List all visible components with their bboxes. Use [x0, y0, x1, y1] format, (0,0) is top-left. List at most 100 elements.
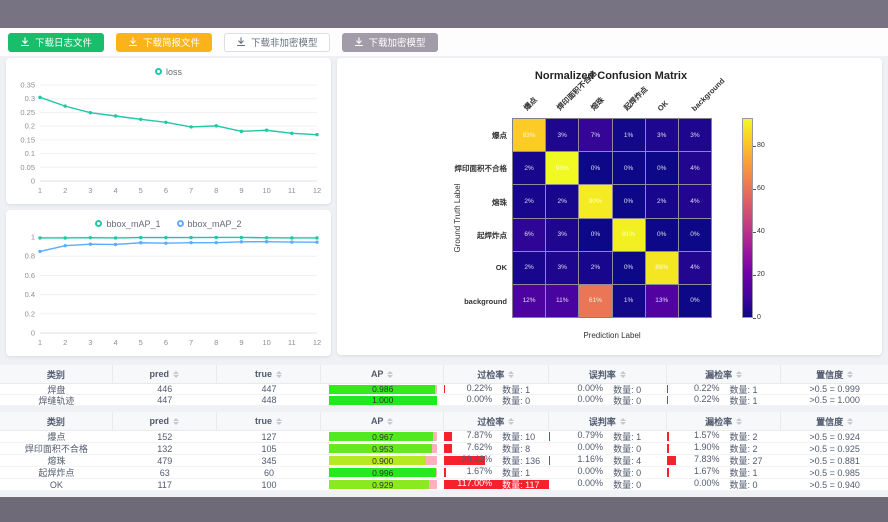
rate-text: 0.00% 数量: 0 [549, 467, 667, 478]
sort-icon[interactable] [736, 370, 743, 378]
download-plain-model-label: 下载非加密模型 [251, 38, 318, 49]
sort-icon[interactable] [172, 417, 179, 425]
ap-bar-track: 0.929 [328, 479, 437, 490]
column-header-label: AP [370, 369, 384, 379]
download-report-button[interactable]: 下载简报文件 [116, 32, 213, 52]
matrix-cell: 0% [579, 218, 612, 251]
colorbar-tick-label: 80 [757, 141, 765, 149]
column-header-误判率[interactable]: 误判率 [549, 365, 667, 383]
colorbar-tickmark [753, 318, 756, 319]
column-header-漏检率[interactable]: 漏检率 [667, 365, 782, 383]
column-header-漏检率[interactable]: 漏检率 [667, 412, 782, 430]
overdetect-rate-cell: 7.87% 数量: 10 [443, 431, 549, 442]
rate-count: 数量: 136 [502, 456, 541, 466]
column-header-label: true [255, 416, 273, 426]
download-log-button[interactable]: 下载日志文件 [8, 32, 105, 52]
overdetect-rate-cell: 117.00% 数量: 117 [443, 479, 549, 490]
sort-icon[interactable] [619, 417, 626, 425]
miss-rate-cell: 1.67% 数量: 1 [666, 467, 782, 478]
svg-text:10: 10 [262, 338, 270, 347]
svg-text:5: 5 [139, 338, 143, 347]
sort-icon[interactable] [847, 370, 854, 378]
map-chart-card: bbox_mAP_1 bbox_mAP_2 0 0.2 0.4 0.6 0.8 1 1 2 3 4 5… [6, 210, 331, 356]
prediction-label-axis-title: Prediction Label [583, 331, 641, 340]
colorbar-tickmark [753, 274, 756, 276]
column-header-置信度[interactable]: 置信度 [781, 412, 888, 430]
column-header-label: 过检率 [477, 369, 505, 380]
table-header-row: 类别 pred true AP 过检率 误判率 漏检率 置信度 [0, 365, 888, 384]
ap-value: 0.986 [372, 384, 394, 394]
confusion-matrix-x-tick-labels: 爆点 焊印面积不合格 熔珠 起焊炸点 OK background [512, 58, 726, 116]
sort-icon[interactable] [172, 370, 179, 378]
download-plain-model-button[interactable]: 下载非加密模型 [224, 32, 330, 52]
legend-item-bbox_mAP_1[interactable]: bbox_mAP_1 [95, 219, 161, 229]
legend-item-loss[interactable]: loss [154, 67, 182, 77]
ap-value: 0.967 [372, 431, 394, 442]
rate-percent: 0.22% [694, 384, 720, 393]
download-encrypted-model-button[interactable]: 下载加密模型 [341, 32, 438, 52]
svg-text:2: 2 [63, 338, 67, 347]
matrix-cell: 6% [513, 218, 546, 251]
ap-value: 0.929 [372, 479, 394, 490]
rate-bar [666, 456, 676, 465]
sort-icon[interactable] [508, 370, 515, 378]
rate-percent: 1.90% [694, 443, 720, 452]
column-header-AP[interactable]: AP [321, 365, 444, 383]
misjudge-rate-cell: 0.00% 数量: 0 [549, 479, 667, 490]
pred-count-cell: 117 [157, 479, 172, 490]
column-header-label: 误判率 [588, 369, 616, 380]
ap-bar-track: 1.000 [328, 395, 437, 405]
column-header-AP[interactable]: AP [321, 412, 444, 430]
sort-icon[interactable] [736, 417, 743, 425]
column-header-pred[interactable]: pred [113, 412, 217, 430]
ap-bar-cell: 0.929 [321, 479, 444, 490]
table-row: OK 117 100 0.929 117.00% 数量: 117 0.00% 数量: 0 0.0… [0, 479, 888, 491]
download-toolbar: 下载日志文件 下载简报文件 下载非加密模型 下载加密模型 [0, 28, 888, 56]
sort-icon[interactable] [508, 417, 515, 425]
sort-icon[interactable] [276, 370, 283, 378]
column-header-true[interactable]: true [217, 412, 322, 430]
ap-bar-fill [328, 480, 429, 489]
column-header-置信度[interactable]: 置信度 [781, 365, 888, 383]
rate-percent: 39.42% [461, 455, 493, 464]
column-header-true[interactable]: true [217, 365, 322, 383]
column-header-过检率[interactable]: 过检率 [444, 412, 549, 430]
category-cell: 起焊炸点 [38, 468, 75, 478]
column-header-过检率[interactable]: 过检率 [444, 365, 549, 383]
sort-icon[interactable] [619, 370, 626, 378]
matrix-cell: 3% [546, 119, 579, 152]
matrix-y-label: 焊印面积不合格 [454, 164, 508, 174]
category-cell: 焊盘 [47, 384, 66, 395]
matrix-cell: 0% [645, 152, 678, 185]
rate-count: 数量: 10 [502, 432, 536, 442]
matrix-cell: 11% [546, 284, 579, 317]
sort-icon[interactable] [387, 370, 394, 378]
matrix-cell: 0% [678, 284, 711, 317]
matrix-x-label: background [689, 76, 726, 113]
loss-chart-legend: loss [6, 58, 331, 80]
ap-bar-cell: 0.953 [321, 443, 444, 454]
table-row: 起焊炸点 63 60 0.996 1.67% 数量: 1 0.00% 数量: 0 1.67% 数量… [0, 467, 888, 479]
ap-bar-cell: 1.000 [321, 395, 444, 405]
rate-text: 7.62% 数量: 8 [444, 443, 549, 454]
matrix-cell: 2% [579, 251, 612, 284]
matrix-cell: 83% [513, 119, 546, 152]
column-header-pred[interactable]: pred [113, 365, 217, 383]
download-icon [20, 37, 30, 47]
matrix-cell: 7% [579, 119, 612, 152]
table-row: 焊印面积不合格 132 105 0.953 7.62% 数量: 8 0.00% 数量: 0 1.… [0, 443, 888, 455]
column-header-误判率[interactable]: 误判率 [549, 412, 667, 430]
rate-text: 1.57% 数量: 2 [667, 431, 782, 442]
matrix-cell: 3% [546, 251, 579, 284]
column-header-label: pred [149, 416, 169, 426]
sort-icon[interactable] [276, 417, 283, 425]
true-count-cell: 60 [264, 467, 275, 478]
true-count-cell: 100 [261, 479, 277, 490]
legend-item-bbox_mAP_2[interactable]: bbox_mAP_2 [176, 219, 242, 229]
ap-bar-fill [328, 444, 432, 453]
sort-icon[interactable] [847, 417, 854, 425]
svg-text:11: 11 [288, 186, 296, 195]
sort-icon[interactable] [387, 417, 394, 425]
matrix-cell: 0% [678, 218, 711, 251]
metrics-tables: 类别 pred true AP 过检率 误判率 漏检率 置信度 焊盘 446 447 0.986 0.2… [0, 365, 888, 497]
